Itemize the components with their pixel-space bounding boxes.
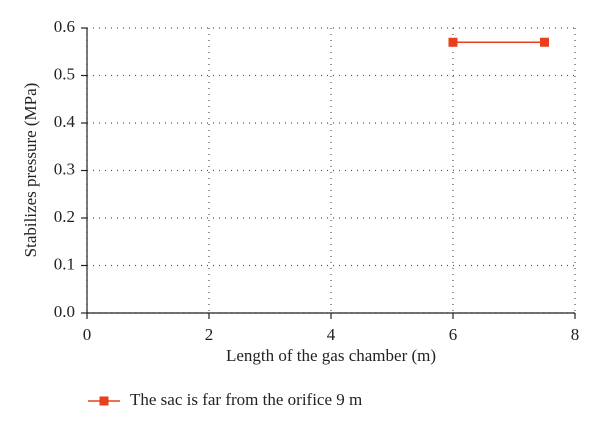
y-tick-label: 0.2 [54,207,75,226]
y-tick-label: 0.6 [54,17,75,36]
y-axis-label: Stabilizes pressure (MPa) [21,83,40,258]
y-tick-label: 0.0 [54,302,75,321]
x-tick-label: 2 [205,325,214,344]
y-tick-label: 0.5 [54,64,75,83]
y-tick-label: 0.1 [54,254,75,273]
legend-marker [99,396,109,406]
point [448,37,458,47]
x-axis-label: Length of the gas chamber (m) [226,346,436,365]
y-tick-label: 0.3 [54,159,75,178]
legend-label: The sac is far from the orifice 9 m [130,390,362,409]
x-tick-label: 0 [83,325,92,344]
point [540,37,549,47]
x-tick-label: 6 [449,325,458,344]
x-tick-label: 8 [571,325,580,344]
y-tick-label: 0.4 [54,112,76,131]
x-tick-label: 4 [327,325,336,344]
